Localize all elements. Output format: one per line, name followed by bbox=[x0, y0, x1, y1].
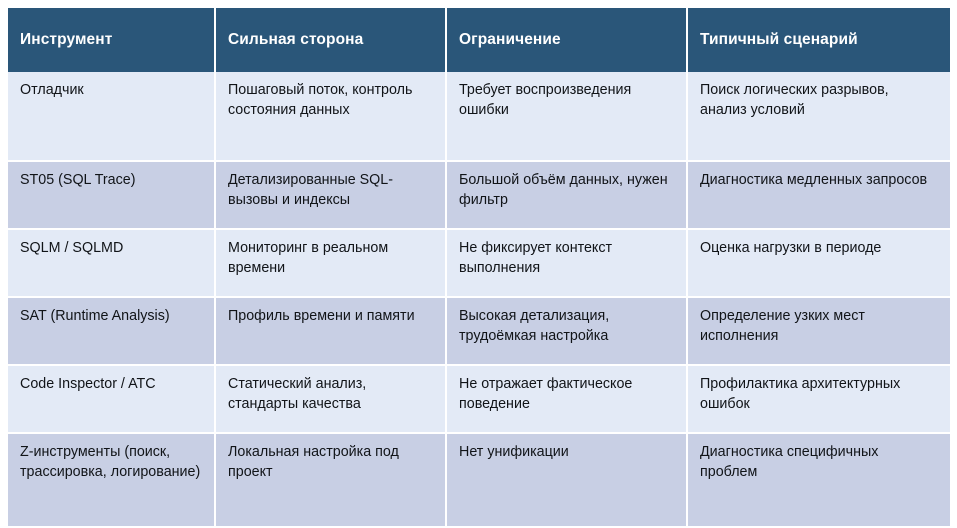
table-header-row: Инструмент Сильная сторона Ограничение Т… bbox=[8, 8, 950, 72]
cell-limitation: Не отражает фактическое поведение bbox=[447, 366, 688, 434]
cell-scenario: Профилактика архитектурных ошибок bbox=[688, 366, 950, 434]
cell-strength: Профиль времени и памяти bbox=[216, 298, 447, 366]
table-row: Отладчик Пошаговый поток, контроль состо… bbox=[8, 72, 950, 162]
table-row: Code Inspector / ATC Статический анализ,… bbox=[8, 366, 950, 434]
cell-strength: Локальная настройка под проект bbox=[216, 434, 447, 528]
table-row: SAT (Runtime Analysis) Профиль времени и… bbox=[8, 298, 950, 366]
comparison-table-sheet: Инструмент Сильная сторона Ограничение Т… bbox=[8, 8, 950, 528]
column-header-strength: Сильная сторона bbox=[216, 8, 447, 72]
column-header-scenario: Типичный сценарий bbox=[688, 8, 950, 72]
cell-scenario: Поиск логических разрывов, анализ услови… bbox=[688, 72, 950, 162]
cell-scenario: Диагностика специфичных проблем bbox=[688, 434, 950, 528]
cell-strength: Пошаговый поток, контроль состояния данн… bbox=[216, 72, 447, 162]
cell-strength: Детализированные SQL-вызовы и индексы bbox=[216, 162, 447, 230]
cell-limitation: Высокая детализация, трудоёмкая настройк… bbox=[447, 298, 688, 366]
cell-tool: Code Inspector / ATC bbox=[8, 366, 216, 434]
table-header: Инструмент Сильная сторона Ограничение Т… bbox=[8, 8, 950, 72]
cell-limitation: Требует воспроизведения ошибки bbox=[447, 72, 688, 162]
cell-scenario: Диагностика медленных запросов bbox=[688, 162, 950, 230]
cell-scenario: Оценка нагрузки в периоде bbox=[688, 230, 950, 298]
cell-tool: Z-инструменты (поиск, трассировка, логир… bbox=[8, 434, 216, 528]
table-row: ST05 (SQL Trace) Детализированные SQL-вы… bbox=[8, 162, 950, 230]
table-row: SQLM / SQLMD Мониторинг в реальном време… bbox=[8, 230, 950, 298]
cell-limitation: Нет унификации bbox=[447, 434, 688, 528]
cell-scenario: Определение узких мест исполнения bbox=[688, 298, 950, 366]
column-header-limitation: Ограничение bbox=[447, 8, 688, 72]
cell-limitation: Не фиксирует контекст выполнения bbox=[447, 230, 688, 298]
cell-tool: Отладчик bbox=[8, 72, 216, 162]
cell-strength: Мониторинг в реальном времени bbox=[216, 230, 447, 298]
cell-tool: SQLM / SQLMD bbox=[8, 230, 216, 298]
table-row: Z-инструменты (поиск, трассировка, логир… bbox=[8, 434, 950, 528]
cell-tool: ST05 (SQL Trace) bbox=[8, 162, 216, 230]
tool-comparison-table: Инструмент Сильная сторона Ограничение Т… bbox=[8, 8, 950, 528]
cell-strength: Статический анализ, стандарты качества bbox=[216, 366, 447, 434]
cell-tool: SAT (Runtime Analysis) bbox=[8, 298, 216, 366]
column-header-tool: Инструмент bbox=[8, 8, 216, 72]
cell-limitation: Большой объём данных, нужен фильтр bbox=[447, 162, 688, 230]
table-body: Отладчик Пошаговый поток, контроль состо… bbox=[8, 72, 950, 528]
